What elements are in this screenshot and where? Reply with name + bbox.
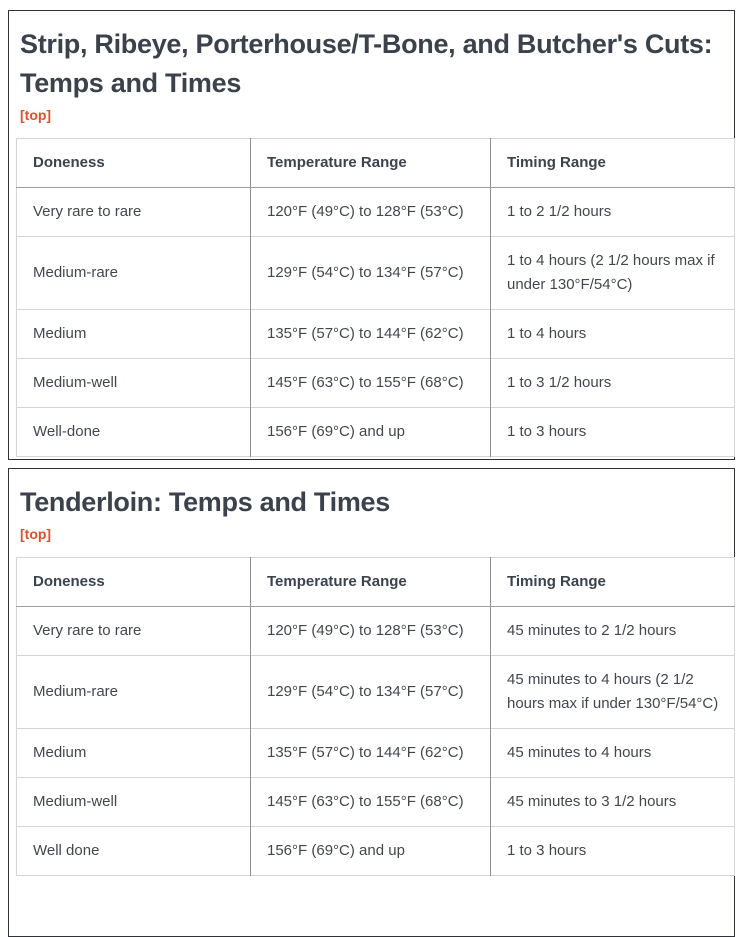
- timing-range-cell: 1 to 4 hours (2 1/2 hours max if under 1…: [490, 236, 735, 310]
- column-header-timing-range: Timing Range: [490, 557, 735, 607]
- table-row: Medium-well 145°F (63°C) to 155°F (68°C) 1…: [16, 358, 735, 408]
- doneness-cell: Medium: [16, 728, 251, 778]
- doneness-cell: Medium-well: [16, 358, 251, 408]
- timing-range-cell: 1 to 4 hours: [490, 309, 735, 359]
- table-row: Well-done 156°F (69°C) and up 1 to 3 hours: [16, 407, 735, 457]
- page: { "colors": { "accent_link": "#e2502b", …: [0, 10, 743, 937]
- timing-range-cell: 1 to 3 hours: [490, 407, 735, 457]
- table-row: Medium 135°F (57°C) to 144°F (62°C) 45 min…: [16, 728, 735, 778]
- section-strip-ribeye: Strip, Ribeye, Porterhouse/T-Bone, and B…: [8, 10, 735, 460]
- column-header-doneness: Doneness: [16, 557, 251, 607]
- column-header-timing-range: Timing Range: [490, 138, 735, 188]
- table-row: Medium 135°F (57°C) to 144°F (62°C) 1 to 4…: [16, 309, 735, 359]
- doneness-cell: Medium-well: [16, 777, 251, 827]
- column-header-temperature-range: Temperature Range: [250, 138, 491, 188]
- doneness-table: Doneness Temperature Range Timing Range …: [16, 557, 735, 876]
- timing-range-cell: 1 to 2 1/2 hours: [490, 187, 735, 237]
- table-header-row: Doneness Temperature Range Timing Range: [16, 557, 735, 607]
- timing-range-cell: 1 to 3 1/2 hours: [490, 358, 735, 408]
- column-header-doneness: Doneness: [16, 138, 251, 188]
- column-header-temperature-range: Temperature Range: [250, 557, 491, 607]
- doneness-cell: Medium-rare: [16, 236, 251, 310]
- temperature-range-cell: 145°F (63°C) to 155°F (68°C): [250, 777, 491, 827]
- temperature-range-cell: 135°F (57°C) to 144°F (62°C): [250, 728, 491, 778]
- doneness-cell: Well done: [16, 826, 251, 876]
- doneness-cell: Very rare to rare: [33, 203, 142, 220]
- top-anchor-link[interactable]: [top]: [20, 526, 52, 542]
- table-row: Medium-rare 129°F (54°C) to 134°F (57°C) 4…: [16, 655, 735, 729]
- temperature-range-cell: 129°F (54°C) to 134°F (57°C): [250, 236, 491, 310]
- doneness-cell: Medium: [16, 309, 251, 359]
- doneness-cell: Well-done: [16, 407, 251, 457]
- temperature-range-cell: 120°F (49°C) to 128°F (53°C): [250, 606, 491, 656]
- temperature-range-cell: 156°F (69°C) and up: [250, 407, 491, 457]
- table-row: Medium-rare 129°F (54°C) to 134°F (57°C) 1…: [16, 236, 735, 310]
- section-title: Tenderloin: Temps and Times: [20, 487, 390, 517]
- table-row: Well done 156°F (69°C) and up 1 to 3 hours: [16, 826, 735, 876]
- table-row: Medium-well 145°F (63°C) to 155°F (68°C) 4…: [16, 777, 735, 827]
- doneness-cell: Medium-rare: [16, 655, 251, 729]
- temperature-range-cell: 135°F (57°C) to 144°F (62°C): [250, 309, 491, 359]
- timing-range-cell: 45 minutes to 4 hours: [490, 728, 735, 778]
- table-row: Very rare to rare 120°F (49°C) to 128°F (…: [17, 606, 735, 656]
- timing-range-cell: 1 to 3 hours: [490, 826, 735, 876]
- timing-range-cell: 45 minutes to 3 1/2 hours: [490, 777, 735, 827]
- table-header-row: Doneness Temperature Range Timing Range: [16, 138, 735, 188]
- temperature-range-cell: 145°F (63°C) to 155°F (68°C): [250, 358, 491, 408]
- doneness-cell: Very rare to rare: [33, 622, 142, 639]
- temperature-range-cell: 129°F (54°C) to 134°F (57°C): [250, 655, 491, 729]
- table-row: Very rare to rare 120°F (49°C) to 128°F (…: [17, 187, 735, 237]
- doneness-table: Doneness Temperature Range Timing Range …: [16, 138, 735, 457]
- section-tenderloin: Tenderloin: Temps and Times [top] Donene…: [8, 468, 735, 937]
- timing-range-cell: 45 minutes to 4 hours (2 1/2 hours max i…: [490, 655, 735, 729]
- timing-range-cell: 45 minutes to 2 1/2 hours: [490, 606, 735, 656]
- top-anchor-link[interactable]: [top]: [20, 107, 52, 123]
- temperature-range-cell: 156°F (69°C) and up: [250, 826, 491, 876]
- temperature-range-cell: 120°F (49°C) to 128°F (53°C): [250, 187, 491, 237]
- section-title: Strip, Ribeye, Porterhouse/T-Bone, and B…: [20, 29, 713, 98]
